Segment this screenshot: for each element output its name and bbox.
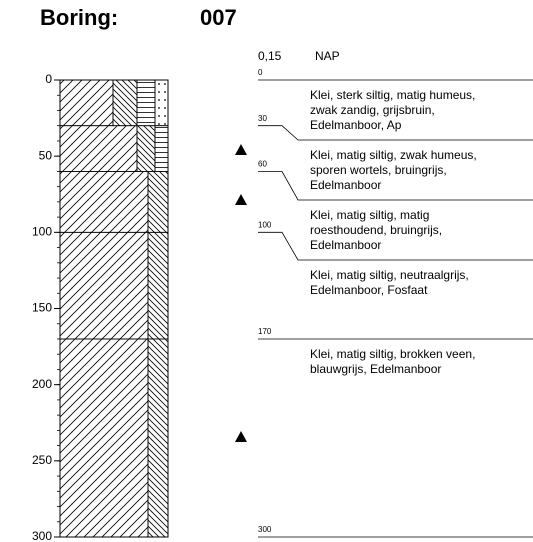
- tick-label: 200: [32, 377, 52, 391]
- tick-label: 0: [45, 72, 52, 86]
- description: sporen wortels, bruingrijs,: [310, 163, 447, 177]
- marker: [235, 194, 247, 205]
- boring-id: 007: [200, 5, 237, 30]
- description: Klei, sterk siltig, matig humeus,: [310, 88, 475, 102]
- layer-fill: [59, 125, 138, 172]
- marker: [235, 144, 247, 155]
- column: [59, 79, 169, 538]
- layer-fill: [147, 338, 169, 538]
- tick-label: 50: [39, 148, 53, 162]
- layer-fill: [59, 79, 114, 127]
- layer-fill: [136, 79, 156, 127]
- layer-fill: [147, 231, 169, 340]
- marker: [235, 431, 247, 442]
- layer-fill: [59, 338, 149, 538]
- datum: NAP: [315, 49, 340, 63]
- description: zwak zandig, grijsbruin,: [310, 103, 435, 117]
- layer-fill: [154, 79, 169, 127]
- tick-label: 300: [32, 529, 52, 542]
- description: Klei, matig siltig, neutraalgrijs,: [310, 268, 469, 282]
- boundary-line: [258, 171, 533, 201]
- tick-label: 150: [32, 301, 52, 315]
- description: Edelmanboor: [310, 178, 381, 192]
- layer-fill: [112, 79, 138, 127]
- layer-fill: [136, 125, 156, 172]
- title: Boring:: [40, 5, 118, 30]
- depth-label: 300: [258, 525, 272, 534]
- depth-label: 30: [258, 114, 267, 123]
- description: roesthoudend, bruingrijs,: [310, 223, 442, 237]
- depth-label: 60: [258, 160, 267, 169]
- description: Klei, matig siltig, brokken veen,: [310, 347, 475, 361]
- description: Klei, matig siltig, matig: [310, 208, 429, 222]
- layer-fill: [59, 231, 149, 340]
- boundary-line: [258, 125, 533, 141]
- description: Edelmanboor, Ap: [310, 118, 402, 132]
- layer-fill: [154, 125, 169, 172]
- layer-fill: [59, 170, 149, 233]
- elevation: 0,15: [258, 49, 282, 63]
- tick-label: 250: [32, 453, 52, 467]
- depth-label: 100: [258, 220, 272, 229]
- description: Edelmanboor, Fosfaat: [310, 283, 428, 297]
- description: Edelmanboor: [310, 238, 381, 252]
- description: blauwgrijs, Edelmanboor: [310, 362, 441, 376]
- description: Klei, matig siltig, zwak humeus,: [310, 148, 477, 162]
- depth-label: 170: [258, 327, 272, 336]
- layer-fill: [147, 170, 169, 233]
- boundary-line: [258, 231, 533, 261]
- tick-label: 100: [32, 225, 52, 239]
- depth-label: 0: [258, 68, 263, 77]
